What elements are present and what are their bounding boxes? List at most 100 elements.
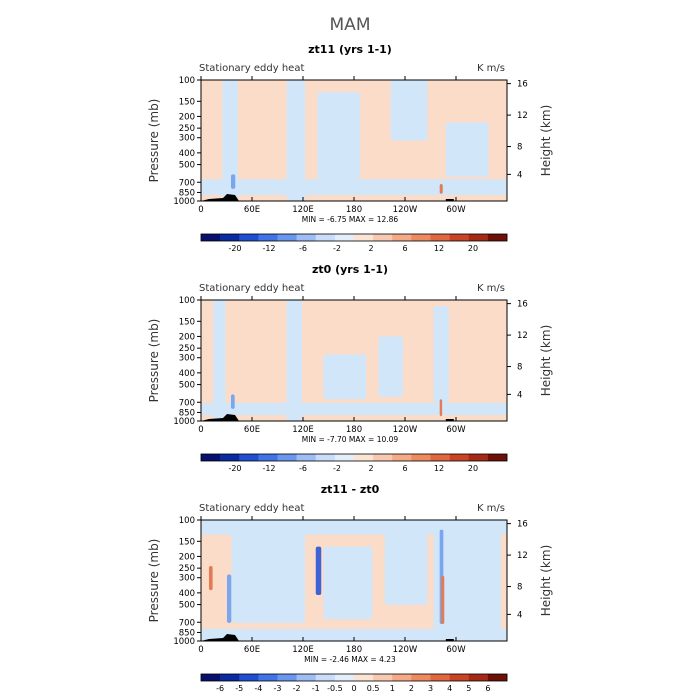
colorbar-swatch — [296, 674, 317, 681]
colorbar-label: 6 — [402, 464, 407, 473]
colorbar-swatch — [411, 674, 431, 681]
topography — [445, 639, 454, 641]
y-axis-title: Pressure (mb) — [147, 99, 161, 183]
field-region — [201, 520, 507, 535]
colorbar-swatch — [239, 674, 259, 681]
colorbar-swatch — [392, 454, 412, 461]
x-tick-label: 60W — [446, 425, 466, 435]
y-tick-label: 500 — [179, 161, 195, 171]
y-right-tick-label: 12 — [517, 111, 528, 121]
y-tick-label: 500 — [179, 381, 195, 391]
field-region — [201, 628, 507, 641]
colorbar-label: -2 — [333, 464, 341, 473]
colorbar-swatch — [487, 674, 508, 681]
panel-units: K m/s — [477, 283, 505, 294]
colorbar-label: 2 — [368, 464, 373, 473]
x-tick-label: 0 — [198, 645, 203, 655]
y-right-tick-label: 4 — [517, 170, 522, 180]
y-tick-label: 700 — [179, 178, 195, 188]
colorbar-label: -12 — [262, 464, 275, 473]
figure-title: MAM — [330, 15, 371, 35]
y-axis-title: Pressure (mb) — [147, 539, 161, 623]
x-tick-label: 180 — [346, 205, 362, 215]
y-tick-label: 300 — [179, 354, 195, 364]
field-extreme — [439, 184, 443, 194]
field-region — [433, 306, 449, 403]
field-region — [222, 80, 238, 201]
field-region — [445, 122, 489, 177]
chart-panel-3: zt11 - zt0 Stationary eddy heat K m/s 0 60E 1… — [147, 483, 553, 693]
colorbar-frame — [200, 673, 508, 682]
minmax-label: MIN = -2.46 MAX = 4.23 — [304, 655, 396, 664]
y-tick-label: 300 — [179, 574, 195, 584]
colorbar-label: -2 — [333, 244, 341, 253]
y-tick-label: 150 — [179, 537, 195, 547]
colorbar-label: -12 — [262, 244, 275, 253]
x-tick-label: 120E — [292, 425, 314, 435]
y-tick-label: 700 — [179, 618, 195, 628]
colorbar-swatch — [315, 234, 336, 241]
x-tick-label: 60W — [446, 205, 466, 215]
colorbar-swatch — [258, 674, 278, 681]
colorbar-swatch — [296, 234, 317, 241]
field-region — [384, 532, 428, 605]
colorbar-label: 2 — [409, 684, 414, 693]
chart-panel-1: zt11 (yrs 1-1) Stationary eddy heat K m/s 0… — [147, 43, 553, 253]
y-right-tick-label: 12 — [517, 551, 528, 561]
colorbar-swatch — [334, 674, 355, 681]
y-tick-label: 1000 — [173, 197, 195, 207]
colorbar-frame — [200, 453, 508, 462]
y-tick-label: 500 — [179, 601, 195, 611]
field-region — [317, 92, 361, 180]
x-tick-label: 0 — [198, 425, 203, 435]
y-tick-label: 850 — [179, 628, 195, 638]
field-extreme — [230, 394, 235, 409]
y-right-tick-label: 16 — [517, 80, 528, 90]
field-region — [201, 402, 507, 415]
x-tick-label: 60W — [446, 645, 466, 655]
x-tick-label: 0 — [198, 205, 203, 215]
colorbar-swatch — [277, 674, 297, 681]
y-right-tick-label: 4 — [517, 610, 522, 620]
colorbar-swatch — [354, 674, 374, 681]
field-extreme — [441, 575, 445, 625]
x-tick-label: 60E — [244, 425, 260, 435]
colorbar-swatch — [430, 234, 450, 241]
colorbar-swatch — [449, 234, 470, 241]
colorbar-swatch — [201, 454, 221, 461]
colorbar-label: 12 — [434, 244, 444, 253]
colorbar-swatch — [468, 454, 489, 461]
colorbar-label: 0 — [351, 684, 356, 693]
colorbar-frame — [200, 233, 508, 242]
field-extreme — [439, 399, 443, 417]
field-region — [231, 532, 306, 623]
chart-panel-2: zt0 (yrs 1-1) Stationary eddy heat K m/s 0 6… — [147, 263, 553, 473]
y-tick-label: 100 — [179, 76, 195, 86]
colorbar-swatch — [258, 454, 278, 461]
y-tick-label: 400 — [179, 149, 195, 159]
topography — [201, 194, 239, 201]
field-region — [201, 179, 507, 195]
colorbar-label: -2 — [293, 684, 301, 693]
panel-title: zt0 (yrs 1-1) — [312, 263, 388, 276]
colorbar-swatch — [258, 234, 278, 241]
topography — [445, 419, 454, 421]
x-tick-label: 120W — [393, 425, 418, 435]
colorbar-label: 0.5 — [367, 684, 380, 693]
colorbar-label: 6 — [402, 244, 407, 253]
y-tick-label: 300 — [179, 134, 195, 144]
y-tick-label: 150 — [179, 317, 195, 327]
panel-left-label: Stationary eddy heat — [199, 503, 304, 514]
colorbar-swatch — [373, 234, 393, 241]
colorbar-label: -4 — [254, 684, 262, 693]
panel-title: zt11 (yrs 1-1) — [308, 43, 392, 56]
y-tick-label: 400 — [179, 369, 195, 379]
y-axis-title: Pressure (mb) — [147, 319, 161, 403]
x-tick-label: 180 — [346, 645, 362, 655]
y-tick-label: 100 — [179, 516, 195, 526]
colorbar-swatch — [220, 234, 240, 241]
y-tick-label: 250 — [179, 124, 195, 134]
colorbar-label: 2 — [368, 244, 373, 253]
colorbar-label: 5 — [466, 684, 471, 693]
